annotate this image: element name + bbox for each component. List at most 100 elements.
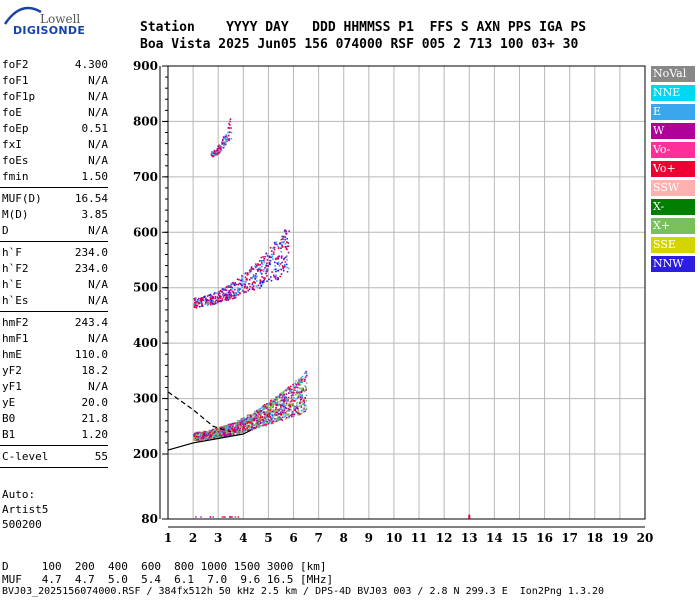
data-point (258, 424, 260, 426)
data-point (237, 291, 240, 293)
data-point (219, 292, 221, 295)
data-point (302, 378, 304, 380)
data-point (227, 126, 230, 129)
data-point (281, 241, 283, 244)
data-point (259, 280, 262, 283)
data-point (225, 435, 227, 437)
data-point (241, 279, 244, 281)
param-value: N/A (88, 138, 108, 151)
param-value: 234.0 (74, 246, 108, 259)
data-point (220, 290, 223, 293)
data-point (280, 238, 283, 241)
data-point (279, 392, 282, 395)
data-point (283, 258, 285, 261)
data-point (241, 290, 244, 292)
data-point (261, 259, 264, 262)
data-point (303, 408, 306, 411)
data-point (207, 436, 210, 439)
data-point (277, 404, 279, 407)
data-point (271, 403, 273, 405)
data-point (219, 146, 222, 149)
data-point (211, 296, 214, 298)
data-point (215, 292, 217, 295)
data-point (276, 413, 279, 415)
x-tick-label: 19 (612, 531, 629, 545)
data-point (233, 292, 235, 295)
data-point (199, 438, 201, 440)
data-point (282, 391, 284, 393)
data-point (288, 230, 290, 232)
data-point (210, 430, 213, 432)
data-point (250, 416, 252, 418)
data-point (242, 426, 245, 429)
data-point (204, 299, 206, 302)
data-point (271, 255, 274, 258)
data-point (260, 256, 263, 259)
data-point (211, 302, 214, 305)
data-point (277, 404, 280, 406)
data-point (231, 426, 234, 429)
data-point (251, 282, 254, 284)
data-point (217, 149, 219, 152)
data-point (284, 411, 287, 414)
data-point (302, 410, 305, 413)
data-point (212, 299, 214, 301)
data-point (293, 408, 295, 410)
y-tick-label: 700 (133, 170, 158, 184)
data-point (228, 139, 230, 142)
plot-frame (167, 65, 646, 520)
data-point (282, 241, 284, 244)
data-point (281, 396, 283, 399)
data-point (300, 381, 302, 383)
data-point (263, 422, 266, 425)
data-point (217, 294, 220, 296)
data-point (243, 290, 245, 293)
data-point (269, 416, 271, 418)
data-point (224, 427, 227, 430)
data-point (255, 421, 258, 423)
data-point (208, 433, 211, 435)
data-point (296, 386, 299, 389)
data-point (230, 295, 233, 297)
data-point (267, 422, 270, 425)
distance-row: D 100 200 400 600 800 1000 1500 3000 [km… (2, 560, 327, 573)
data-point (234, 283, 236, 285)
data-point (229, 285, 231, 288)
data-point (282, 414, 284, 416)
data-point (283, 412, 286, 415)
data-point (269, 259, 271, 262)
data-point (293, 392, 295, 394)
data-point (208, 434, 211, 437)
data-point (216, 298, 218, 301)
data-point (289, 414, 292, 417)
data-point (226, 137, 229, 140)
data-point (263, 268, 265, 271)
data-point (209, 297, 212, 300)
data-point (210, 299, 213, 302)
data-point (243, 285, 246, 288)
data-point (250, 424, 253, 427)
data-point (271, 402, 274, 404)
data-point (279, 418, 282, 421)
data-point (200, 305, 203, 307)
data-point (275, 420, 278, 423)
data-point (228, 297, 231, 300)
data-point (253, 419, 255, 422)
data-point (216, 151, 218, 153)
data-point (246, 425, 248, 427)
data-point (238, 278, 240, 281)
data-point (257, 284, 260, 287)
data-point (260, 419, 263, 422)
y-tick-label: 600 (133, 225, 158, 239)
data-point (195, 301, 198, 303)
data-point (266, 407, 268, 409)
data-point (198, 436, 201, 439)
data-point (222, 292, 225, 295)
param-label: foE (2, 106, 22, 119)
data-point (281, 244, 283, 246)
data-point (280, 408, 282, 410)
data-point (274, 420, 276, 423)
param-value: 4.300 (74, 58, 108, 71)
data-point (199, 301, 202, 303)
data-point (281, 403, 284, 405)
